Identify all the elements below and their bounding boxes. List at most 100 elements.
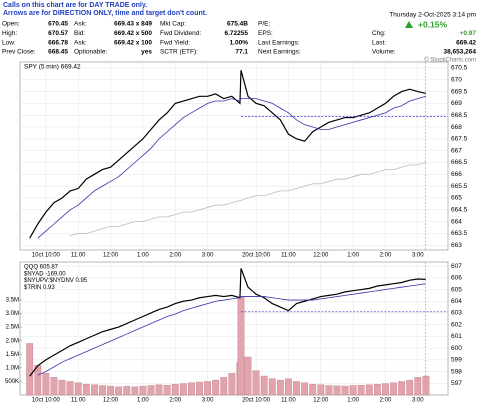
quote-value: 77.1: [235, 49, 248, 56]
volume-bar: [325, 385, 333, 396]
volume-bar: [237, 297, 245, 396]
volume-bar: [82, 383, 90, 396]
quote-value: yes: [141, 49, 152, 56]
quote-label: Last:: [372, 39, 386, 46]
x-tick-label: 10ct 10:00: [32, 253, 61, 259]
x-tick-label: 3:00: [202, 253, 214, 259]
quote-value: 669.42: [456, 39, 476, 46]
volume-bar: [131, 386, 139, 396]
y-tick-label: 665: [451, 195, 462, 202]
x-tick-label: 1:00: [347, 398, 359, 404]
volume-bar: [390, 382, 397, 396]
y2-tick-label: 3.0M: [6, 311, 19, 317]
y-tick-label: 669.5: [451, 88, 468, 95]
y-tick-label: 668.5: [451, 112, 468, 119]
watermark: © StockCharts.com: [424, 57, 476, 64]
volume-bar: [91, 384, 98, 396]
quote-value: 668.45: [48, 49, 68, 56]
volume-bar: [422, 375, 430, 396]
legend-label: $NYAD -169.00: [24, 271, 66, 277]
volume-bar: [26, 343, 34, 396]
volume-bar: [188, 382, 195, 396]
volume-bar: [341, 385, 349, 396]
y-tick-label: 605: [451, 286, 462, 293]
note-line: Arrows are for DIRECTION ONLY, time and …: [3, 10, 207, 17]
y-tick-label: 600: [451, 345, 462, 352]
volume-bar: [252, 370, 260, 396]
volume-bar: [171, 383, 179, 396]
quote-value: 666.78: [48, 39, 68, 46]
volume-bar: [357, 385, 365, 396]
y-tick-label: 666: [451, 171, 462, 178]
y2-tick-label: 2.0M: [6, 338, 19, 344]
y-tick-label: 607: [451, 263, 462, 270]
y2-tick-label: 500K: [5, 379, 19, 385]
quote-label: Open:: [2, 21, 20, 28]
quote-value: 669.42 x 500: [114, 30, 152, 37]
x-tick-label: 2:00: [169, 398, 181, 404]
volume-bar: [268, 378, 276, 396]
x-tick-label: 11:00: [71, 253, 86, 259]
price-line: [70, 162, 427, 237]
y-tick-label: 598: [451, 368, 462, 375]
price-line: [37, 95, 427, 239]
y-tick-label: 601: [451, 333, 462, 340]
legend-label: QQQ 605.87: [24, 265, 59, 271]
y2-tick-label: 2.5M: [6, 325, 19, 331]
y-tick-label: 663.5: [451, 230, 468, 237]
quote-label: Low:: [2, 39, 16, 46]
volume-bar: [66, 381, 74, 396]
volume-bar: [365, 384, 373, 396]
volume-bar: [99, 385, 106, 396]
y-tick-label: 606: [451, 275, 462, 282]
up-arrow: [405, 21, 413, 28]
quote-value: 38,653,264: [443, 49, 476, 56]
note-box: [0, 0, 300, 18]
x-tick-label: 1:00: [137, 398, 149, 404]
quote-value: 670.57: [48, 30, 68, 37]
volume-bar: [123, 386, 131, 396]
x-tick-label: 10ct 10:00: [32, 398, 61, 404]
x-tick-label: 11:00: [71, 398, 86, 404]
quote-label: Bid:: [74, 30, 85, 37]
volume-bar: [333, 385, 341, 396]
x-tick-label: 3:00: [412, 398, 424, 404]
x-tick-label: 11:00: [281, 253, 296, 259]
quote-label: Prev Close:: [2, 49, 36, 56]
quote-label: Mkt Cap:: [160, 21, 186, 28]
y2-tick-label: 1.5M: [6, 352, 19, 358]
x-tick-label: 12:00: [103, 253, 119, 259]
change-pct: +0.15%: [418, 19, 448, 29]
volume-bar: [42, 373, 50, 396]
volume-bar: [155, 384, 163, 396]
y2-tick-label: 1.0M: [6, 365, 19, 371]
volume-bar: [349, 385, 357, 396]
volume-bar: [309, 383, 317, 396]
y-tick-label: 664.5: [451, 207, 468, 214]
y-tick-label: 604: [451, 298, 462, 305]
x-tick-label: 20ct 10:00: [242, 253, 271, 259]
volume-bar: [276, 379, 284, 396]
date: Thursday 2-Oct-2025 3:14 pm: [389, 12, 476, 19]
volume-bar: [285, 378, 292, 396]
y-tick-label: 665.5: [451, 183, 468, 190]
plot-frame: [19, 61, 449, 251]
price-line: [37, 283, 426, 376]
quote-label: Optionable:: [74, 49, 107, 56]
volume-bar: [293, 381, 300, 396]
volume-bar: [317, 384, 325, 396]
volume-bar: [212, 379, 220, 396]
quote-value: 670.45: [48, 21, 68, 28]
quote-value: 1.00%: [230, 39, 249, 46]
volume-bar: [260, 375, 268, 396]
y-tick-label: 670.5: [451, 65, 468, 72]
volume-bar: [179, 383, 187, 396]
quote-label: Fwd Yield:: [160, 39, 190, 46]
volume-bar: [382, 383, 389, 396]
volume-bar: [301, 382, 308, 396]
y2-tick-label: 3.5M: [6, 298, 19, 304]
legend-label: $NYUPV:$NYDNV 0.95: [24, 278, 88, 284]
volume-bar: [147, 385, 155, 396]
quote-label: SCTR (ETF):: [160, 49, 198, 56]
y-tick-label: 667.5: [451, 136, 468, 143]
